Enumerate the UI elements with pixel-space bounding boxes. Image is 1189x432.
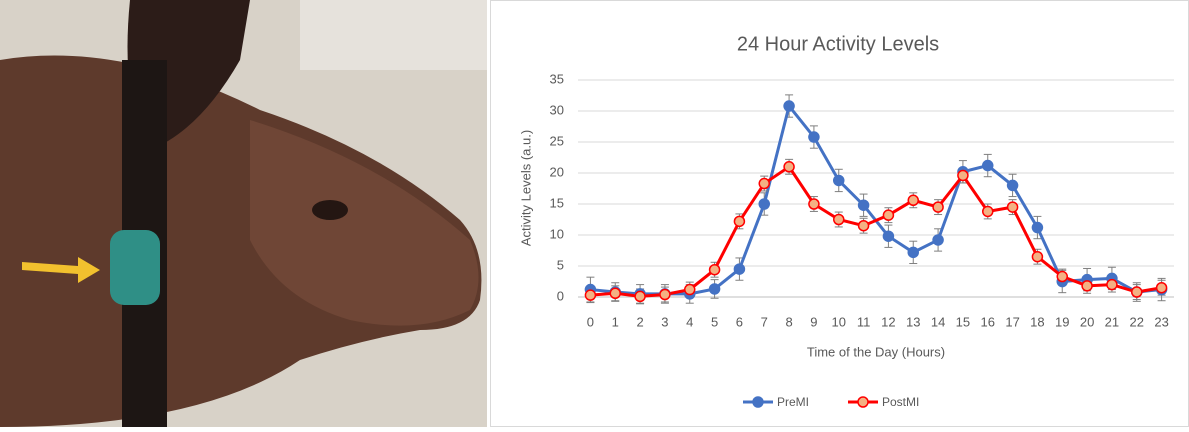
x-tick-label: 9 xyxy=(810,314,817,329)
chart-frame xyxy=(491,1,1189,427)
marker xyxy=(883,210,893,220)
x-tick-label: 15 xyxy=(956,314,970,329)
photo xyxy=(0,0,487,427)
legend-label: PostMI xyxy=(882,395,919,409)
y-tick-label: 25 xyxy=(550,133,564,148)
marker xyxy=(1008,202,1018,212)
marker xyxy=(809,132,819,142)
marker xyxy=(983,206,993,216)
x-tick-label: 5 xyxy=(711,314,718,329)
x-axis-label: Time of the Day (Hours) xyxy=(807,344,945,359)
marker xyxy=(958,170,968,180)
chart-title: 24 Hour Activity Levels xyxy=(737,33,939,55)
marker xyxy=(635,291,645,301)
x-tick-label: 12 xyxy=(881,314,895,329)
marker xyxy=(809,199,819,209)
y-tick-label: 20 xyxy=(550,164,564,179)
page: 24 Hour Activity Levels Activity Levels … xyxy=(0,0,1189,432)
marker xyxy=(610,288,620,298)
y-tick-label: 35 xyxy=(550,71,564,86)
x-tick-label: 11 xyxy=(857,314,871,329)
marker xyxy=(784,162,794,172)
marker xyxy=(933,202,943,212)
x-tick-label: 18 xyxy=(1030,314,1044,329)
marker xyxy=(710,265,720,275)
x-tick-label: 0 xyxy=(587,314,594,329)
legend-label: PreMI xyxy=(777,395,809,409)
marker xyxy=(734,264,744,274)
pig-eye xyxy=(312,200,348,220)
sensor xyxy=(110,230,160,305)
x-tick-label: 23 xyxy=(1154,314,1168,329)
marker xyxy=(585,290,595,300)
y-tick-label: 30 xyxy=(550,102,564,117)
x-tick-label: 22 xyxy=(1130,314,1144,329)
marker xyxy=(710,284,720,294)
x-tick-label: 14 xyxy=(931,314,945,329)
y-tick-label: 15 xyxy=(550,195,564,210)
marker xyxy=(908,247,918,257)
marker xyxy=(1057,272,1067,282)
x-tick-label: 2 xyxy=(636,314,643,329)
x-tick-label: 17 xyxy=(1005,314,1019,329)
marker xyxy=(933,235,943,245)
marker xyxy=(1032,223,1042,233)
x-tick-label: 1 xyxy=(612,314,619,329)
wall xyxy=(300,0,487,70)
x-tick-label: 16 xyxy=(981,314,995,329)
x-tick-label: 20 xyxy=(1080,314,1094,329)
x-tick-label: 4 xyxy=(686,314,693,329)
marker xyxy=(1082,281,1092,291)
marker xyxy=(1132,287,1142,297)
marker xyxy=(1008,180,1018,190)
legend-marker xyxy=(858,397,868,407)
y-tick-label: 10 xyxy=(550,226,564,241)
marker xyxy=(983,161,993,171)
marker xyxy=(1032,252,1042,262)
marker xyxy=(859,221,869,231)
y-tick-label: 0 xyxy=(557,288,564,303)
figure: 24 Hour Activity Levels Activity Levels … xyxy=(0,0,1189,427)
marker xyxy=(1107,280,1117,290)
marker xyxy=(883,231,893,241)
x-tick-label: 8 xyxy=(785,314,792,329)
marker xyxy=(685,285,695,295)
marker xyxy=(759,179,769,189)
marker xyxy=(834,215,844,225)
x-tick-label: 13 xyxy=(906,314,920,329)
marker xyxy=(784,101,794,111)
marker xyxy=(1157,283,1167,293)
y-axis-label: Activity Levels (a.u.) xyxy=(518,130,533,246)
marker xyxy=(734,216,744,226)
x-tick-label: 7 xyxy=(761,314,768,329)
x-tick-label: 19 xyxy=(1055,314,1069,329)
marker xyxy=(660,290,670,300)
x-tick-label: 10 xyxy=(832,314,846,329)
x-tick-label: 21 xyxy=(1105,314,1119,329)
marker xyxy=(834,175,844,185)
marker xyxy=(759,199,769,209)
x-tick-label: 6 xyxy=(736,314,743,329)
marker xyxy=(859,200,869,210)
x-tick-label: 3 xyxy=(661,314,668,329)
y-tick-label: 5 xyxy=(557,257,564,272)
legend-marker xyxy=(753,397,763,407)
marker xyxy=(908,195,918,205)
